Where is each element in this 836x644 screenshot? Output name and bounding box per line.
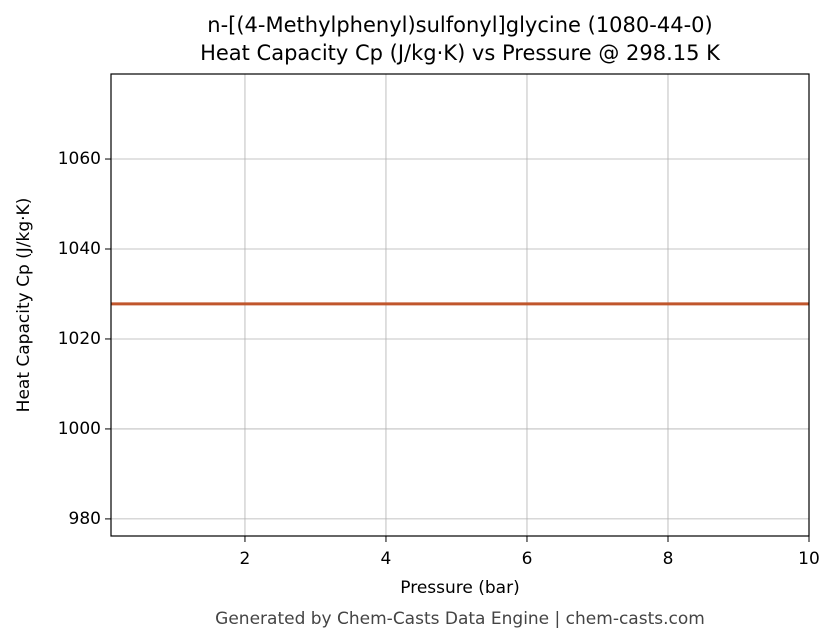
y-tick-label: 980 bbox=[69, 509, 101, 529]
chart-title: n-[(4-Methylphenyl)sulfonyl]glycine (108… bbox=[207, 13, 712, 37]
chart-subtitle: Heat Capacity Cp (J/kg·K) vs Pressure @ … bbox=[200, 41, 721, 65]
plot-frame bbox=[110, 73, 810, 537]
y-tick-label: 1040 bbox=[58, 239, 101, 259]
x-tick-label: 8 bbox=[663, 549, 674, 569]
x-tick-label: 4 bbox=[381, 549, 392, 569]
y-axis-label: Heat Capacity Cp (J/kg·K) bbox=[14, 198, 34, 413]
x-axis-label: Pressure (bar) bbox=[400, 578, 519, 598]
y-tick-label: 1060 bbox=[58, 149, 101, 169]
x-tick-label: 2 bbox=[240, 549, 251, 569]
x-tick-label: 6 bbox=[522, 549, 533, 569]
footer: Generated by Chem-Casts Data Engine | ch… bbox=[215, 609, 705, 629]
y-tick-label: 1020 bbox=[58, 329, 101, 349]
y-tick-label: 1000 bbox=[58, 419, 101, 439]
x-tick-label: 10 bbox=[798, 549, 820, 569]
